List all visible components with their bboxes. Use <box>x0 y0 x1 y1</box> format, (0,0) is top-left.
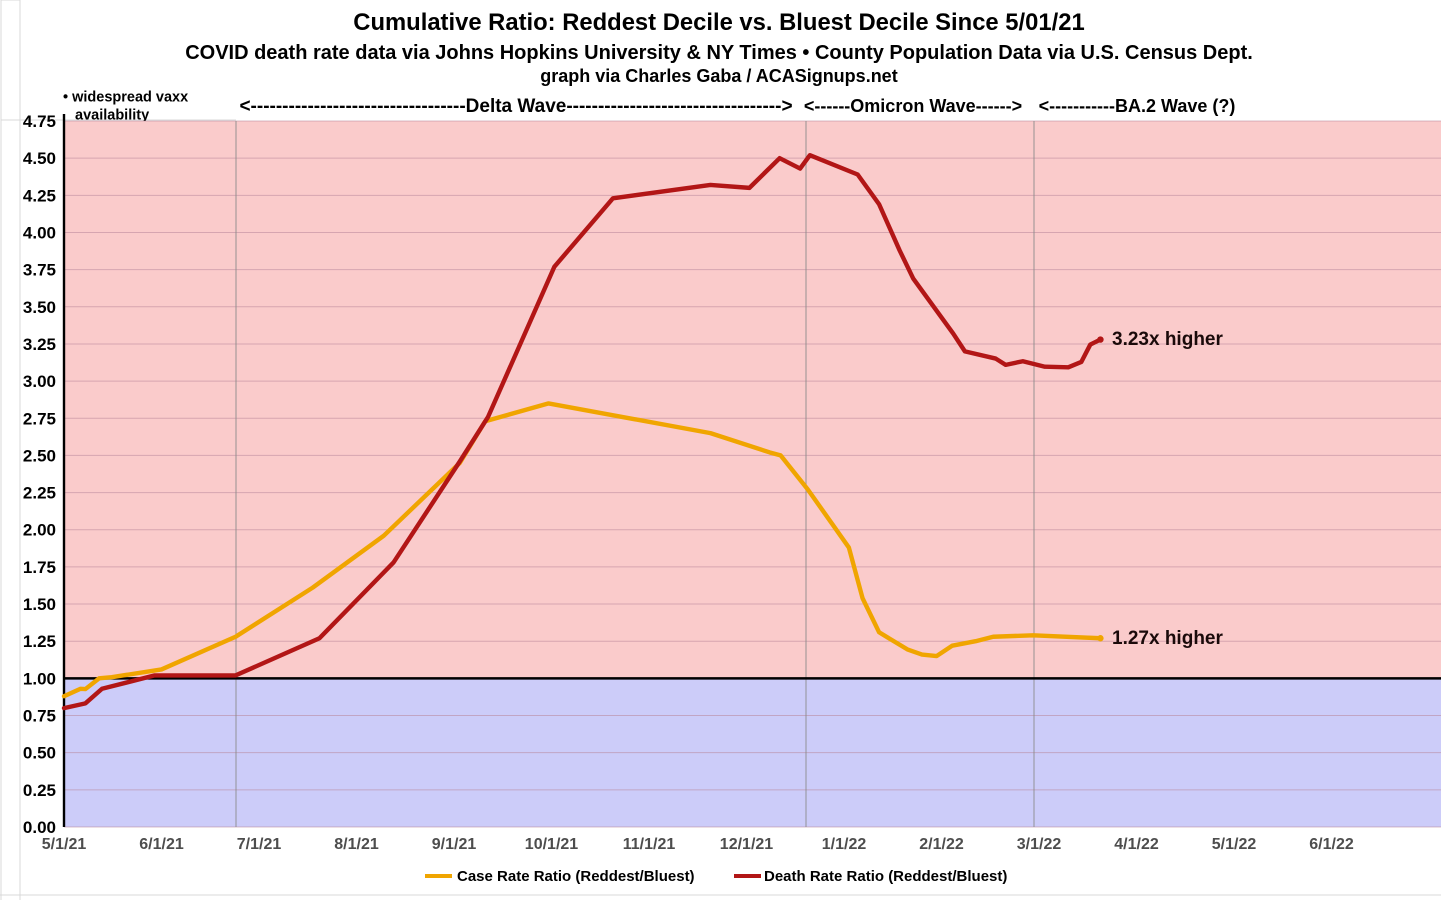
svg-text:1/1/22: 1/1/22 <box>822 836 867 853</box>
svg-text:1.00: 1.00 <box>23 669 56 688</box>
svg-text:<------Omicron Wave------>: <------Omicron Wave------> <box>804 96 1022 116</box>
svg-text:Death Rate Ratio (Reddest/Blue: Death Rate Ratio (Reddest/Bluest) <box>764 868 1007 885</box>
svg-text:Case Rate Ratio (Reddest/Blues: Case Rate Ratio (Reddest/Bluest) <box>457 868 695 885</box>
svg-text:2.00: 2.00 <box>23 521 56 540</box>
svg-text:6/1/21: 6/1/21 <box>139 836 184 853</box>
svg-text:6/1/22: 6/1/22 <box>1309 836 1354 853</box>
svg-text:2.50: 2.50 <box>23 446 56 465</box>
svg-text:4.75: 4.75 <box>23 112 56 131</box>
svg-text:0.00: 0.00 <box>23 818 56 837</box>
svg-text:11/1/21: 11/1/21 <box>623 836 676 853</box>
svg-text:4/1/22: 4/1/22 <box>1114 836 1159 853</box>
svg-text:Cumulative Ratio: Reddest Deci: Cumulative Ratio: Reddest Decile vs. Blu… <box>353 9 1084 36</box>
svg-text:2.75: 2.75 <box>23 409 56 428</box>
svg-text:1.27x higher: 1.27x higher <box>1112 628 1223 649</box>
svg-text:2.25: 2.25 <box>23 484 56 503</box>
svg-text:graph via Charles Gaba / ACASi: graph via Charles Gaba / ACASignups.net <box>540 66 897 86</box>
svg-text:0.25: 0.25 <box>23 781 56 800</box>
svg-text:<-----------BA.2 Wave (?): <-----------BA.2 Wave (?) <box>1039 96 1236 116</box>
svg-text:4.25: 4.25 <box>23 186 56 205</box>
svg-text:• widespread vaxx: • widespread vaxx <box>63 90 188 106</box>
svg-text:COVID death rate data via John: COVID death rate data via Johns Hopkins … <box>185 42 1253 64</box>
svg-text:2/1/22: 2/1/22 <box>919 836 964 853</box>
svg-text:3.50: 3.50 <box>23 298 56 317</box>
svg-text:4.00: 4.00 <box>23 224 56 243</box>
svg-text:0.75: 0.75 <box>23 707 56 726</box>
svg-text:10/1/21: 10/1/21 <box>525 836 578 853</box>
svg-text:3.23x higher: 3.23x higher <box>1112 329 1223 350</box>
svg-text:1.50: 1.50 <box>23 595 56 614</box>
svg-text:3.00: 3.00 <box>23 372 56 391</box>
svg-text:4.50: 4.50 <box>23 149 56 168</box>
svg-text:5/1/22: 5/1/22 <box>1212 836 1257 853</box>
svg-text:1.25: 1.25 <box>23 632 56 651</box>
svg-text:12/1/21: 12/1/21 <box>720 836 773 853</box>
svg-text:3.25: 3.25 <box>23 335 56 354</box>
svg-text:<-----------------------------: <----------------------------------Delta… <box>239 96 792 117</box>
svg-text:3/1/22: 3/1/22 <box>1017 836 1062 853</box>
svg-text:1.75: 1.75 <box>23 558 56 577</box>
svg-text:7/1/21: 7/1/21 <box>237 836 282 853</box>
svg-text:0.50: 0.50 <box>23 744 56 763</box>
svg-text:8/1/21: 8/1/21 <box>334 836 379 853</box>
svg-text:3.75: 3.75 <box>23 261 56 280</box>
svg-text:9/1/21: 9/1/21 <box>432 836 477 853</box>
svg-text:5/1/21: 5/1/21 <box>42 836 87 853</box>
